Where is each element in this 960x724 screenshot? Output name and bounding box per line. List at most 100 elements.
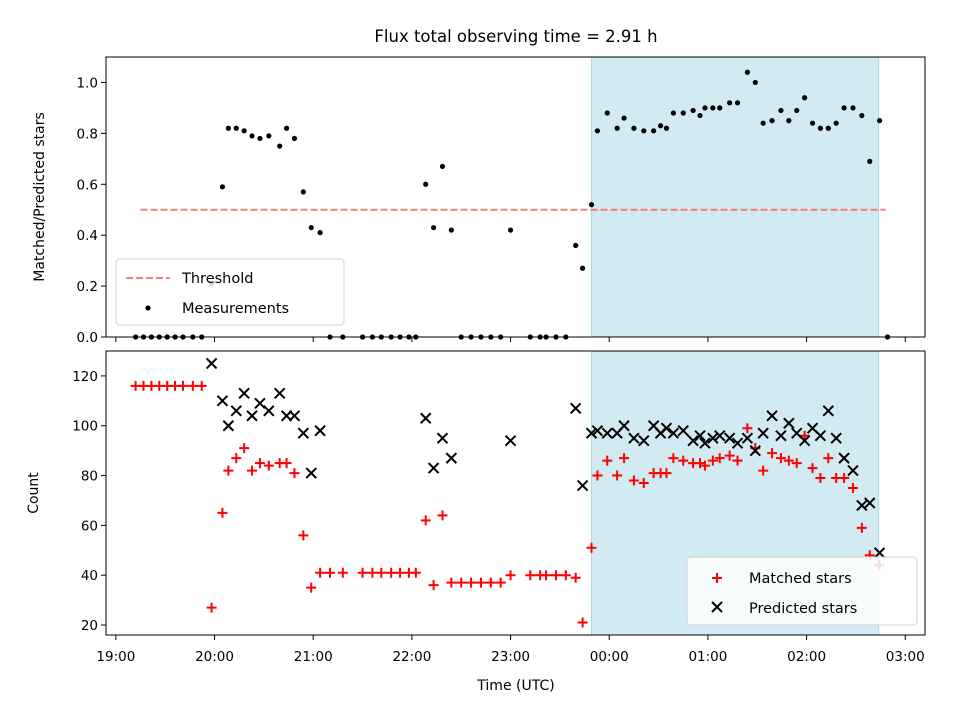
measurement-point [249, 133, 255, 139]
matched-star-point [724, 450, 735, 461]
measurement-point [841, 105, 847, 111]
matched-star-point [592, 470, 603, 481]
measurement-point [308, 224, 314, 231]
measurement-point [833, 120, 839, 126]
measurement-point [663, 125, 670, 131]
predicted-star-point [569, 402, 582, 415]
predicted-star-point [576, 479, 589, 492]
matched-star-point [815, 473, 826, 484]
matched-star-point [495, 577, 506, 588]
matched-star-point [839, 473, 850, 484]
x-tick-label: 21:00 [294, 649, 333, 665]
matched-star-point [767, 448, 778, 459]
predicted-star-point [830, 432, 842, 444]
predicted-star-point [618, 420, 630, 432]
measurement-point [631, 125, 637, 131]
x-tick-label: 01:00 [688, 649, 727, 665]
predicted-star-point [847, 464, 859, 477]
matched-star-point [231, 453, 242, 464]
predicted-star-point [775, 429, 787, 442]
y-tick-label: 40 [81, 568, 98, 584]
measurement-point [604, 110, 610, 116]
y-tick-label: 120 [72, 369, 98, 385]
measurement-point [752, 79, 758, 86]
matched-star-point [357, 567, 368, 578]
predicted-star-point [591, 425, 604, 437]
measurement-point [439, 163, 446, 170]
measurement-point [778, 107, 784, 114]
predicted-star-point [699, 437, 711, 449]
matched-star-point [823, 453, 834, 464]
measurement-point [507, 227, 514, 233]
matched-star-point [707, 455, 718, 466]
predicted-star-point [305, 467, 317, 479]
matched-star-point [661, 468, 672, 479]
legend-box [686, 556, 918, 626]
predicted-star-point [222, 420, 235, 432]
matched-star-point [420, 515, 431, 526]
matched-star-point [367, 567, 378, 578]
predicted-star-point [246, 410, 258, 422]
matched-star-point [196, 380, 207, 391]
matched-star-point [799, 430, 810, 441]
measurement-point [573, 242, 579, 248]
measurement-point [802, 95, 808, 101]
measurement-point [241, 128, 247, 134]
measurement-point [744, 69, 750, 75]
predicted-star-point [660, 422, 673, 434]
matched-star-point [525, 570, 536, 581]
predicted-star-point [585, 427, 598, 439]
predicted-star-point [731, 437, 744, 449]
measurement-point [859, 112, 865, 119]
matched-star-point [187, 380, 198, 391]
chart-title: Flux total observing time = 2.91 h [374, 27, 657, 46]
legend-box [115, 258, 345, 326]
legend-matched-label: Matched stars [749, 571, 852, 587]
matched-star-point [628, 475, 639, 486]
predicted-star-point [314, 425, 326, 437]
matched-star-point [612, 470, 623, 481]
x-tick-label: 22:00 [392, 649, 431, 665]
y-tick-label: 1.0 [77, 75, 98, 91]
y-tick-label: 100 [72, 419, 98, 435]
matched-star-point [239, 443, 250, 454]
legend-threshold-label: Threshold [181, 271, 253, 287]
predicted-star-point [638, 434, 650, 447]
x-tick-label: 02:00 [787, 649, 826, 665]
matched-star-point [602, 455, 613, 466]
measurement-point [657, 123, 664, 129]
measurement-point [423, 181, 429, 187]
predicted-star-point [822, 405, 835, 417]
predicted-star-point [714, 429, 726, 442]
measurement-point [809, 120, 816, 126]
matched-star-point [217, 507, 228, 518]
matched-star-point [223, 465, 234, 476]
matched-star-point [856, 522, 867, 533]
matched-star-point [505, 570, 516, 581]
matched-star-point [577, 617, 588, 628]
measurement-point [291, 135, 298, 142]
matched-star-point [395, 567, 406, 578]
matched-star-point [206, 602, 217, 613]
measurement-point [794, 107, 800, 114]
measurement-point [317, 230, 323, 236]
measurement-point [760, 120, 766, 126]
y-tick-label: 0.4 [77, 228, 98, 244]
matched-star-point [678, 455, 689, 466]
measurement-point [266, 133, 272, 139]
legend-measurement-label: Measurements [182, 301, 289, 317]
measurement-point [614, 125, 620, 131]
measurement-point [727, 100, 733, 106]
matched-star-point [263, 460, 274, 471]
legend-predicted-swatch [711, 601, 723, 613]
predicted-star-point [687, 434, 699, 447]
predicted-star-point [694, 429, 706, 442]
predicted-star-point [436, 432, 449, 444]
predicted-star-point [838, 452, 850, 464]
predicted-star-point [297, 427, 310, 439]
matched-star-point [386, 567, 397, 578]
matched-star-point [619, 453, 630, 464]
y-tick-label: 80 [81, 469, 98, 485]
y-tick-label: 0.2 [77, 279, 98, 295]
